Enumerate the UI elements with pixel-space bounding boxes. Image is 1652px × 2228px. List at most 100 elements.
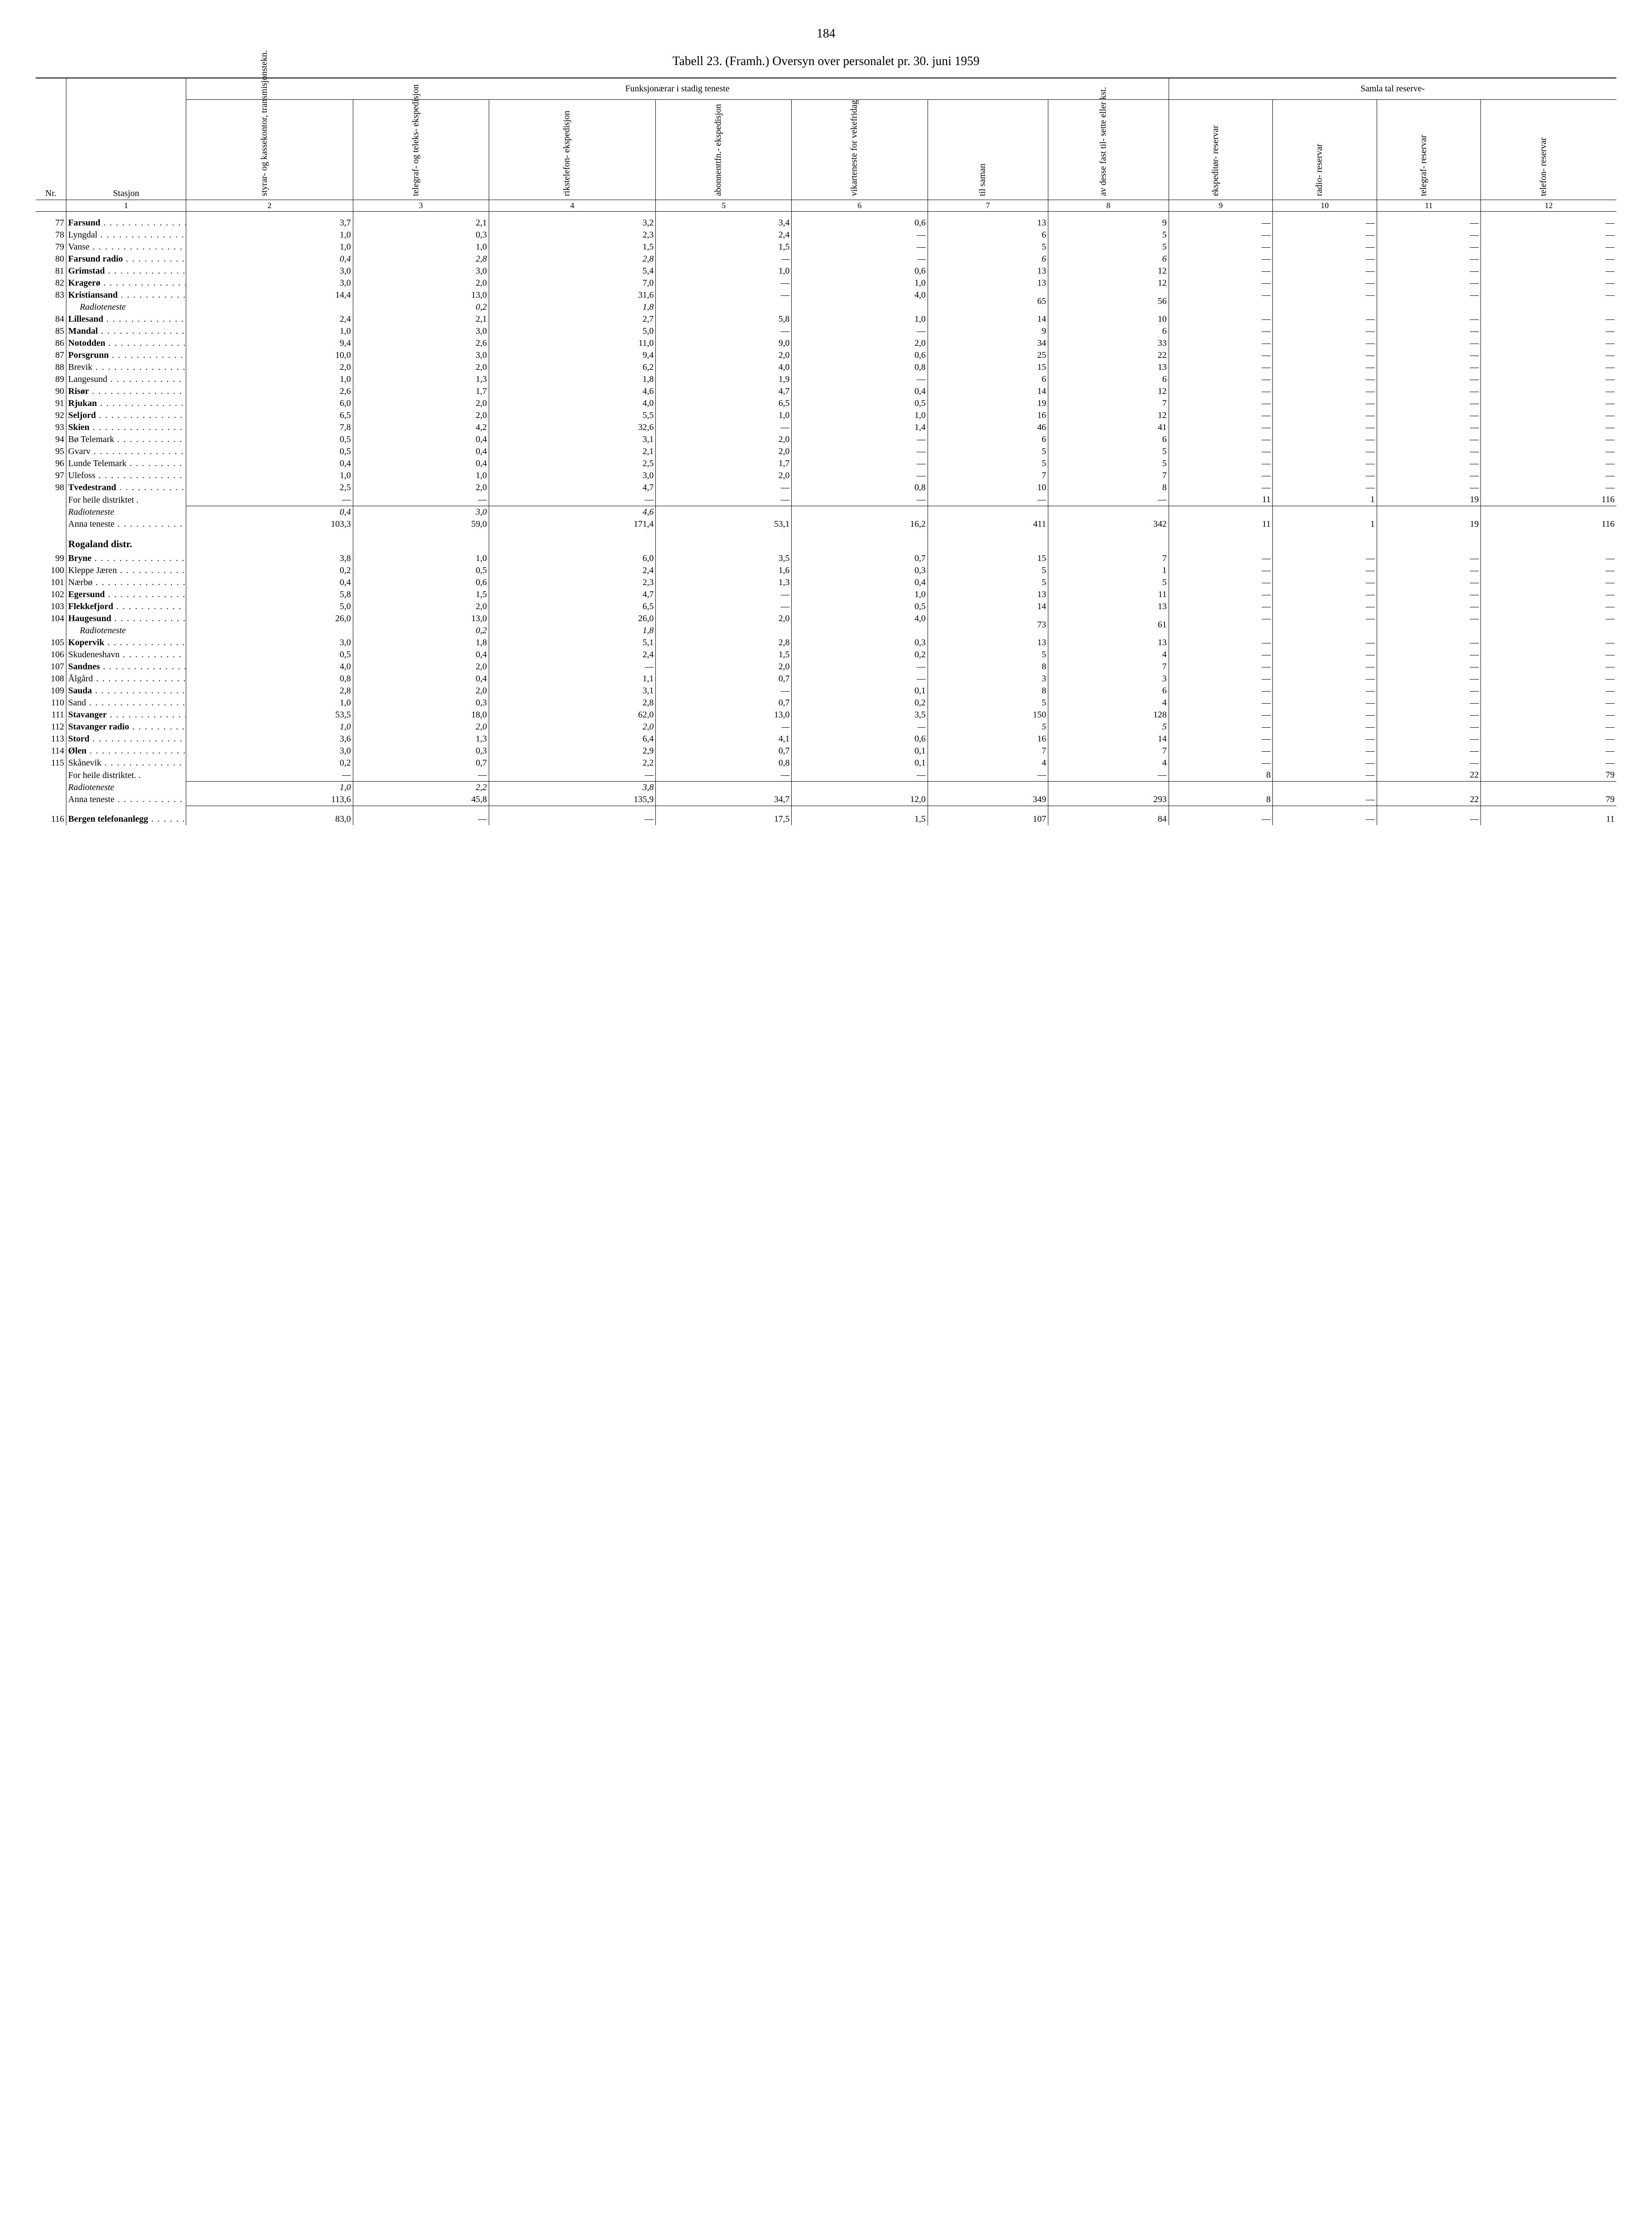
- table-cell: 16,2: [792, 518, 928, 530]
- table-row: 87Porsgrunn10,03,09,42,00,62522————: [36, 349, 1616, 361]
- table-cell: 13: [1048, 601, 1169, 613]
- table-cell: 2,3: [489, 229, 656, 241]
- table-cell: [1169, 530, 1273, 553]
- table-cell: 22: [1048, 349, 1169, 361]
- section-title: Rogaland distr.: [66, 530, 186, 553]
- table-cell: 3,0: [489, 470, 656, 482]
- stasjon-cell: Haugesund: [66, 613, 186, 625]
- table-cell: 171,4: [489, 518, 656, 530]
- table-cell: —: [1481, 553, 1616, 565]
- table-cell: —: [1273, 482, 1377, 494]
- table-cell: [1169, 625, 1273, 637]
- stasjon-cell: Kleppe Jæren: [66, 565, 186, 577]
- table-cell: 5,4: [489, 265, 656, 277]
- table-cell: —: [1377, 422, 1481, 434]
- table-cell: —: [1273, 794, 1377, 806]
- table-cell: 0,5: [186, 446, 353, 458]
- table-cell: 4,6: [489, 506, 656, 519]
- table-cell: 2,0: [353, 397, 489, 410]
- table-row: 77Farsund3,72,13,23,40,6139————: [36, 212, 1616, 229]
- stasjon-cell: Egersund: [66, 589, 186, 601]
- col-nr: Nr.: [36, 78, 66, 200]
- table-cell: [656, 506, 792, 519]
- table-cell: [36, 494, 66, 506]
- table-row: 85Mandal1,03,05,0——96————: [36, 325, 1616, 337]
- table-row: Radioteneste0,43,04,6: [36, 506, 1616, 519]
- table-cell: [1377, 301, 1481, 313]
- table-cell: 19: [928, 397, 1048, 410]
- table-row: 95Gvarv0,50,42,12,0—55————: [36, 446, 1616, 458]
- table-cell: 1,5: [489, 241, 656, 253]
- table-cell: —: [1377, 685, 1481, 697]
- table-cell: [1481, 506, 1616, 519]
- table-cell: —: [1169, 649, 1273, 661]
- table-cell: 12: [1048, 265, 1169, 277]
- table-cell: —: [1169, 313, 1273, 325]
- table-cell: 5: [1048, 577, 1169, 589]
- table-cell: [1481, 782, 1616, 794]
- table-row: Radioteneste0,21,8: [36, 301, 1616, 313]
- table-cell: 107: [928, 806, 1048, 825]
- table-cell: —: [1481, 565, 1616, 577]
- table-cell: 14,4: [186, 289, 353, 301]
- stasjon-cell: Bø Telemark: [66, 434, 186, 446]
- table-cell: —: [1481, 661, 1616, 673]
- table-cell: —: [1169, 601, 1273, 613]
- table-cell: 88: [36, 361, 66, 373]
- table-cell: 0,7: [353, 757, 489, 769]
- stasjon-cell: Rjukan: [66, 397, 186, 410]
- table-cell: —: [792, 721, 928, 733]
- stasjon-cell: Lunde Telemark: [66, 458, 186, 470]
- table-cell: 1,8: [489, 373, 656, 385]
- table-cell: 92: [36, 410, 66, 422]
- table-cell: 15: [928, 553, 1048, 565]
- table-cell: —: [1481, 349, 1616, 361]
- col-3: telegraf- og teleks- ekspedisjon: [353, 100, 489, 200]
- table-cell: 1: [1048, 565, 1169, 577]
- table-cell: 2,0: [656, 446, 792, 458]
- table-cell: 103,3: [186, 518, 353, 530]
- table-cell: 4,7: [489, 589, 656, 601]
- table-cell: 5: [928, 577, 1048, 589]
- table-cell: 3,5: [792, 709, 928, 721]
- stasjon-cell: Kopervik: [66, 637, 186, 649]
- table-cell: —: [1273, 385, 1377, 397]
- table-cell: —: [1273, 649, 1377, 661]
- table-cell: 2,0: [656, 434, 792, 446]
- table-cell: 1,0: [186, 782, 353, 794]
- table-cell: —: [1481, 385, 1616, 397]
- table-cell: —: [656, 589, 792, 601]
- table-cell: 98: [36, 482, 66, 494]
- table-cell: 6: [928, 253, 1048, 265]
- table-cell: —: [1169, 721, 1273, 733]
- table-cell: —: [1273, 397, 1377, 410]
- table-cell: 1,0: [792, 313, 928, 325]
- stasjon-cell: Farsund radio: [66, 253, 186, 265]
- table-cell: —: [1169, 553, 1273, 565]
- table-cell: 6: [1048, 253, 1169, 265]
- table-cell: 103: [36, 601, 66, 613]
- table-cell: —: [1481, 470, 1616, 482]
- table-cell: 0,8: [792, 361, 928, 373]
- table-cell: 2,1: [353, 313, 489, 325]
- table-cell: 6,5: [656, 397, 792, 410]
- table-cell: 81: [36, 265, 66, 277]
- table-cell: 79: [36, 241, 66, 253]
- table-cell: 82: [36, 277, 66, 289]
- stasjon-cell: Anna teneste: [66, 518, 186, 530]
- table-cell: —: [1169, 709, 1273, 721]
- table-cell: 3,6: [186, 733, 353, 745]
- table-cell: 16: [928, 410, 1048, 422]
- table-cell: 293: [1048, 794, 1169, 806]
- table-cell: 1,8: [489, 301, 656, 313]
- table-cell: 5,0: [489, 325, 656, 337]
- table-cell: 2,0: [353, 482, 489, 494]
- stasjon-cell: For heile distriktet .: [66, 494, 186, 506]
- table-cell: 5: [928, 458, 1048, 470]
- table-cell: —: [1377, 325, 1481, 337]
- stasjon-cell: Vanse: [66, 241, 186, 253]
- table-cell: 2,5: [489, 458, 656, 470]
- table-cell: —: [656, 769, 792, 782]
- table-cell: 0,2: [353, 301, 489, 313]
- table-row: 115Skånevik0,20,72,20,80,144————: [36, 757, 1616, 769]
